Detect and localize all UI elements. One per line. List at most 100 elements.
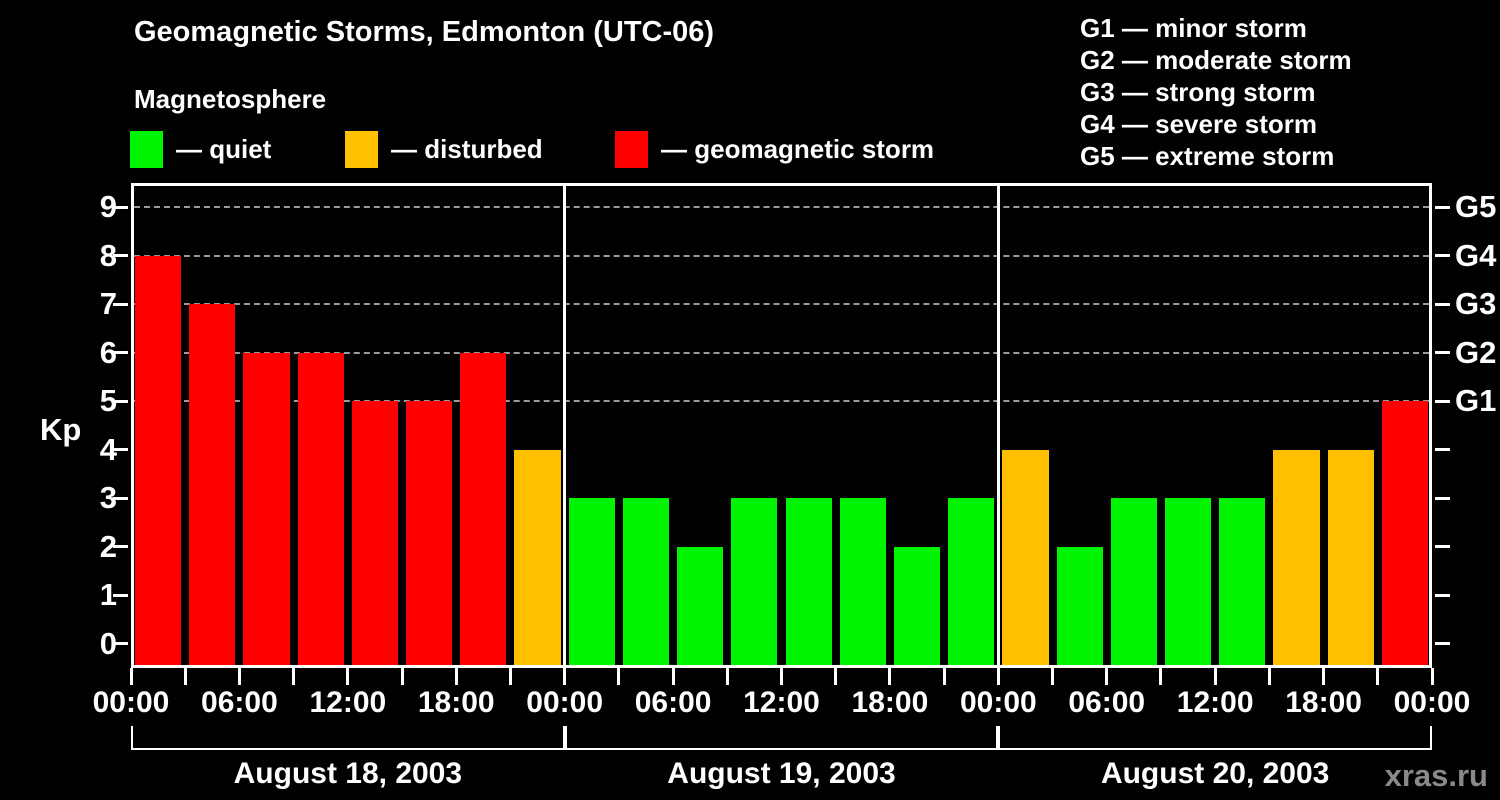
- kp-bar-day1-6: [243, 352, 290, 665]
- x-axis-tick-10: [671, 668, 675, 685]
- page-title: Geomagnetic Storms, Edmonton (UTC-06): [134, 16, 715, 48]
- x-axis-tick-13: [834, 668, 838, 685]
- kp-bar-day3-5: [1381, 401, 1428, 665]
- y-axis-label-0: 0: [99, 625, 117, 661]
- kp-bar-day3-3: [1110, 498, 1157, 665]
- y-axis-label-2: 2: [99, 528, 117, 564]
- watermark: xras.ru: [1384, 758, 1488, 793]
- day-bracket-tick-start-3: [998, 726, 1001, 750]
- x-axis-label-18:00: 18:00: [417, 686, 495, 719]
- y-axis-label-3: 3: [99, 480, 117, 516]
- g-scale-label-g3: G3: [1455, 286, 1497, 322]
- y-axis-label-1: 1: [99, 577, 117, 613]
- x-axis-label-12:00: 12:00: [309, 686, 387, 719]
- gridline-kp6: [134, 351, 1429, 354]
- x-axis-label-12:00: 12:00: [743, 686, 820, 719]
- x-axis-label-06:00: 06:00: [634, 686, 712, 719]
- x-axis-label-00:00: 00:00: [92, 686, 170, 719]
- day-bracket-tick-end-3: [1430, 726, 1432, 750]
- y-axis-tick-right-4: [1435, 448, 1450, 452]
- date-label-day2: August 19, 2003: [667, 757, 896, 790]
- y-axis-tick-right-6: [1435, 351, 1450, 355]
- g1-legend-line: G1 — minor storm: [1080, 13, 1307, 43]
- kp-bar-day1-6: [297, 352, 344, 665]
- day-bracket-1: [131, 748, 565, 750]
- x-axis-tick-5: [400, 668, 404, 685]
- g-scale-label-g5: G5: [1455, 189, 1497, 225]
- chart-subtitle: Magnetosphere: [134, 84, 327, 114]
- kp-bar-day3-4: [1273, 449, 1320, 665]
- gridline-kp5: [134, 400, 1429, 403]
- x-axis-tick-9: [617, 668, 621, 685]
- y-axis-tick-right-7: [1435, 302, 1450, 306]
- x-axis-label-06:00: 06:00: [201, 686, 278, 719]
- day-bracket-tick-end-1: [562, 726, 565, 750]
- x-axis-tick-1: [183, 668, 187, 685]
- kp-bar-day1-7: [189, 304, 236, 665]
- x-axis-tick-6: [454, 668, 458, 685]
- x-axis-tick-24: [1430, 668, 1434, 685]
- day-bracket-tick-start-1: [131, 726, 133, 750]
- x-axis-label-18:00: 18:00: [851, 686, 929, 719]
- day-bracket-tick-start-2: [564, 726, 567, 750]
- y-axis-tick-left-8: [113, 254, 128, 258]
- date-label-day3: August 20, 2003: [1100, 757, 1330, 790]
- kp-bar-day1-5: [351, 401, 399, 665]
- y-axis-tick-left-9: [113, 205, 128, 209]
- y-axis-label-6: 6: [99, 334, 117, 370]
- day-bracket-2: [564, 748, 999, 750]
- x-axis-tick-22: [1322, 668, 1326, 685]
- y-axis-label-7: 7: [99, 286, 117, 322]
- legend-item-storm: — geomagnetic storm: [615, 131, 934, 168]
- quiet-color-swatch: [130, 131, 163, 168]
- x-axis-label-00:00: 00:00: [526, 686, 604, 719]
- kp-bar-day3-4: [1327, 449, 1374, 665]
- y-axis-tick-right-0: [1435, 642, 1450, 646]
- gridline-kp7: [134, 303, 1429, 306]
- x-axis-tick-2: [237, 668, 241, 685]
- legend-item-quiet: — quiet: [130, 131, 271, 168]
- kp-bar-day3-3: [1164, 498, 1212, 665]
- kp-bar-day2-3: [785, 498, 832, 665]
- kp-bar-day2-3: [568, 498, 615, 665]
- y-axis-label-8: 8: [99, 237, 117, 273]
- y-axis-tick-left-6: [113, 351, 128, 355]
- g-scale-label-g4: G4: [1455, 237, 1497, 273]
- legend-label-disturbed: — disturbed: [391, 134, 543, 164]
- legend-item-disturbed: — disturbed: [345, 131, 543, 168]
- y-axis-tick-left-4: [113, 448, 128, 452]
- x-axis-tick-11: [725, 668, 729, 685]
- g2-legend-line: G2 — moderate storm: [1080, 45, 1352, 75]
- y-axis-tick-left-2: [113, 545, 128, 549]
- x-axis-tick-16: [996, 668, 1000, 685]
- day-bracket-3: [998, 748, 1432, 750]
- x-axis-tick-12: [780, 668, 783, 685]
- kp-bar-day2-3: [731, 498, 778, 665]
- gridline-kp8: [134, 254, 1429, 257]
- y-axis-title: Kp: [40, 412, 82, 447]
- x-axis-tick-4: [346, 668, 350, 685]
- kp-bar-day3-4: [1002, 449, 1049, 665]
- g4-legend-line: G4 — severe storm: [1080, 109, 1318, 139]
- y-axis-tick-right-8: [1435, 254, 1450, 258]
- x-axis-tick-3: [292, 668, 296, 685]
- y-axis-tick-left-3: [113, 496, 128, 500]
- y-axis-label-4: 4: [99, 431, 117, 467]
- legend-label-storm: — geomagnetic storm: [661, 134, 935, 164]
- x-axis-tick-8: [563, 668, 567, 685]
- gridline-kp9: [134, 206, 1429, 209]
- kp-bar-day2-2: [677, 546, 724, 665]
- kp-bar-day2-3: [622, 498, 670, 665]
- x-axis-label-00:00: 00:00: [959, 686, 1037, 719]
- kp-bar-day3-3: [1219, 498, 1266, 665]
- x-axis-label-00:00: 00:00: [1393, 686, 1471, 719]
- y-axis-tick-right-5: [1435, 399, 1450, 403]
- y-axis-tick-right-2: [1435, 545, 1450, 549]
- g-scale-label-g2: G2: [1455, 334, 1497, 370]
- x-axis-tick-23: [1376, 668, 1380, 685]
- kp-bar-day1-5: [406, 401, 453, 665]
- y-axis-tick-left-1: [113, 593, 128, 597]
- y-axis-tick-left-0: [113, 642, 128, 646]
- kp-bar-day2-2: [893, 546, 941, 665]
- day-divider-1: [563, 183, 567, 668]
